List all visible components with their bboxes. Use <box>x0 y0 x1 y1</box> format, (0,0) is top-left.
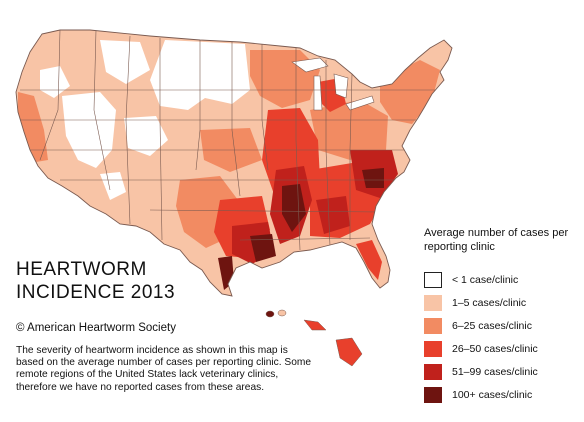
legend-swatch-51-99 <box>424 363 442 380</box>
legend: Average number of cases per reporting cl… <box>424 226 579 406</box>
legend-item-51-99: 51–99 cases/clinic <box>424 360 579 383</box>
legend-item-6-25: 6–25 cases/clinic <box>424 314 579 337</box>
great-lakes <box>291 57 375 111</box>
legend-label-100-plus: 100+ cases/clinic <box>452 388 533 401</box>
moderate-region-california <box>18 92 48 162</box>
moderate-region-northeast <box>380 60 440 124</box>
low-region-colorado <box>124 116 168 156</box>
legend-label-6-25: 6–25 cases/clinic <box>452 319 532 332</box>
low-incidence-regions <box>40 40 250 200</box>
legend-swatch-less-than-1 <box>424 271 442 288</box>
state-borders <box>20 30 450 251</box>
extreme-region-south-carolina <box>362 168 384 188</box>
legend-item-26-50: 26–50 cases/clinic <box>424 337 579 360</box>
low-region-montana <box>100 40 150 84</box>
legend-swatch-26-50 <box>424 340 442 357</box>
legend-label-less-than-1: < 1 case/clinic <box>452 273 519 286</box>
legend-item-less-than-1: < 1 case/clinic <box>424 268 579 291</box>
low-region-great-basin <box>62 92 116 168</box>
hawaii-oahu <box>277 309 287 317</box>
lake-superior <box>291 57 329 73</box>
legend-label-26-50: 26–50 cases/clinic <box>452 342 538 355</box>
hawaii <box>265 309 363 367</box>
us-outline <box>15 29 453 297</box>
mainland-us <box>15 29 453 297</box>
legend-label-51-99: 51–99 cases/clinic <box>452 365 538 378</box>
low-region-sw <box>100 172 126 200</box>
extreme-region-mississippi-delta <box>282 184 306 232</box>
legend-title: Average number of cases per reporting cl… <box>424 227 569 253</box>
legend-swatch-1-5 <box>424 294 442 311</box>
high-region-florida <box>356 240 382 280</box>
legend-swatch-6-25 <box>424 317 442 334</box>
hawaii-big-island <box>335 337 363 367</box>
very-high-region-alabama <box>316 196 350 234</box>
lake-huron <box>333 73 349 99</box>
map-title-line-1: HEARTWORM <box>16 259 147 280</box>
extreme-region-louisiana <box>250 234 276 262</box>
lake-michigan <box>313 75 323 111</box>
map-description: The severity of heartworm incidence as s… <box>16 345 312 393</box>
lake-erie <box>345 95 375 111</box>
legend-label-1-5: 1–5 cases/clinic <box>452 296 527 309</box>
moderate-region-ohio-valley <box>310 100 388 160</box>
hawaii-kauai <box>265 310 275 318</box>
legend-swatch-100-plus <box>424 386 442 403</box>
map-title-line-2: INCIDENCE 2013 <box>16 282 176 303</box>
hawaii-molokai-maui <box>303 319 327 331</box>
map-title: HEARTWORM INCIDENCE 2013 <box>16 258 175 304</box>
copyright-text: © American Heartworm Society <box>16 322 176 334</box>
legend-item-100-plus: 100+ cases/clinic <box>424 383 579 406</box>
legend-items: < 1 case/clinic 1–5 cases/clinic 6–25 ca… <box>424 268 579 406</box>
legend-item-1-5: 1–5 cases/clinic <box>424 291 579 314</box>
